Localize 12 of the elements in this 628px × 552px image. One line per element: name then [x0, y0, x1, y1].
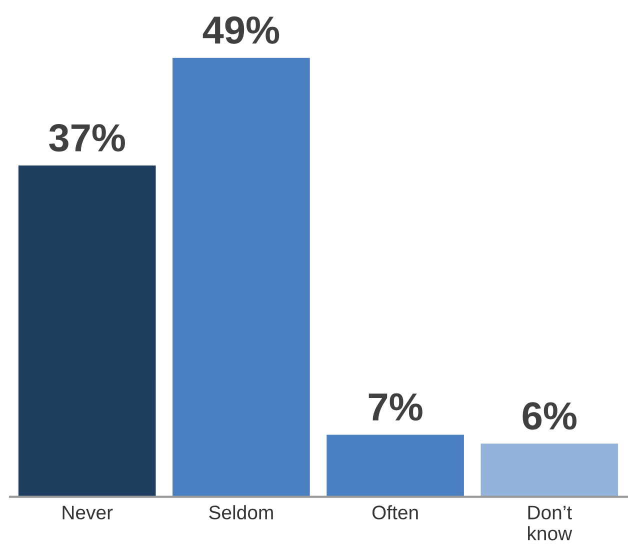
bar — [325, 433, 466, 497]
data-label: 7% — [368, 393, 422, 421]
x-tick-label: Never — [62, 506, 113, 520]
bar — [17, 164, 158, 497]
data-label: 6% — [522, 402, 576, 430]
x-tick-label: Don’t know — [528, 506, 572, 540]
x-tick-label: Seldom — [209, 505, 273, 520]
bar — [171, 56, 312, 497]
x-tick-label: Often — [372, 505, 418, 520]
bar — [479, 442, 620, 497]
data-label: 37% — [49, 124, 125, 152]
data-label: 49% — [202, 16, 280, 44]
